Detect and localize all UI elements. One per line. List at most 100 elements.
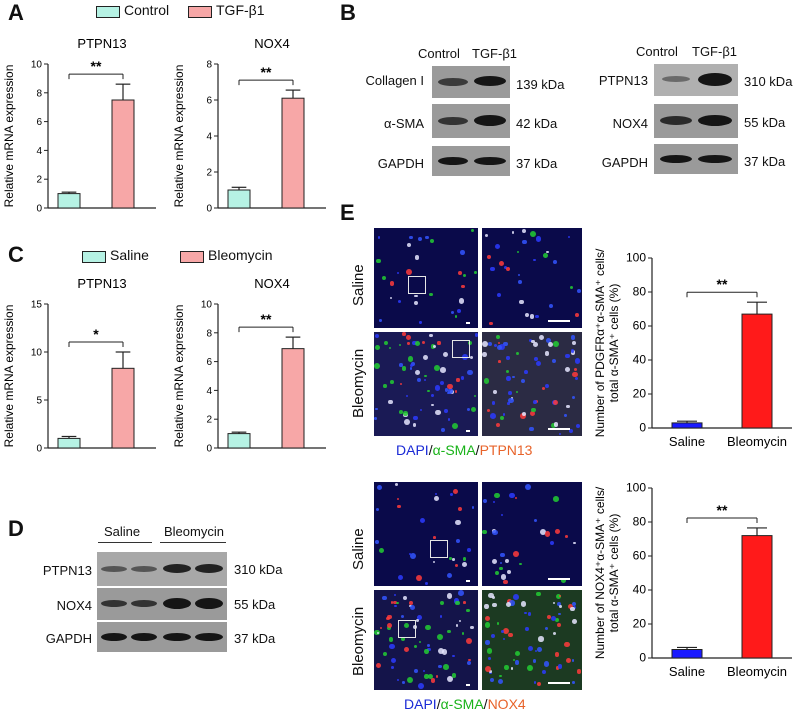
tissue-speck: [555, 618, 560, 623]
significance-label: **: [261, 64, 272, 80]
tissue-speck: [544, 351, 550, 356]
tissue-speck: [499, 561, 503, 565]
blot-d-header-line-saline: [98, 542, 152, 543]
tissue-speck: [545, 383, 549, 388]
micrograph-bleomycin-overview-1: [374, 332, 478, 436]
tissue-speck: [397, 300, 401, 304]
tissue-speck: [531, 408, 536, 413]
tissue-speck: [552, 399, 559, 406]
y-tick-label: 6: [206, 96, 212, 107]
y-tick-label: 0: [36, 444, 42, 455]
row-label-bleomycin-bottom: Bleomycin: [350, 606, 367, 676]
bar: [111, 99, 135, 209]
chart-e-pdgfra: Number of PDGFRα⁺α-SMA⁺ cells/total α-SM…: [593, 248, 792, 449]
y-tick-label: 100: [626, 481, 646, 495]
y-tick-label: 4: [206, 386, 212, 397]
tissue-speck: [375, 540, 379, 545]
tissue-speck: [537, 682, 542, 687]
blot-b-label-gapdh-right: GAPDH: [601, 155, 648, 170]
tissue-speck: [494, 492, 500, 499]
tissue-speck: [533, 399, 538, 404]
band: [163, 633, 191, 641]
tissue-speck: [538, 636, 544, 642]
tissue-speck: [571, 340, 577, 346]
tissue-speck: [508, 391, 512, 395]
tissue-speck: [398, 574, 404, 581]
micrograph-saline-zoom-2: [482, 482, 582, 586]
band: [101, 633, 127, 641]
y-tick-label: 10: [31, 348, 43, 359]
y-tick-label: 15: [31, 300, 43, 311]
tissue-speck: [502, 637, 506, 641]
tissue-speck: [512, 375, 515, 379]
blot-d-kda-gapdh: 37 kDa: [234, 631, 276, 646]
band: [698, 155, 732, 163]
band: [101, 566, 127, 572]
y-tick-label: 10: [201, 300, 213, 311]
blot-b-kda-collagen: 139 kDa: [516, 77, 565, 92]
tissue-speck: [515, 496, 518, 499]
tissue-speck: [403, 411, 409, 416]
tissue-speck: [484, 666, 491, 673]
tissue-speck: [396, 271, 400, 275]
tissue-speck: [496, 292, 502, 298]
tissue-speck: [558, 594, 562, 598]
tissue-speck: [458, 507, 463, 512]
tissue-speck: [389, 297, 392, 300]
y-axis-label: total α-SMA⁺ cells (%): [607, 514, 621, 633]
micrograph-saline-zoom-1: [482, 228, 582, 328]
panel-label-a: A: [8, 0, 24, 25]
tissue-speck: [557, 601, 562, 607]
tissue-speck: [565, 657, 572, 664]
tissue-speck: [550, 422, 556, 428]
legend-label-bleomycin: Bleomycin: [208, 247, 273, 263]
tissue-speck: [519, 562, 522, 566]
inset-box: [452, 340, 470, 358]
tissue-speck: [484, 378, 490, 384]
tissue-speck: [490, 266, 495, 271]
micrograph-bleomycin-overview-2: [374, 590, 478, 690]
tissue-speck: [533, 258, 537, 262]
tissue-speck: [534, 357, 538, 361]
stain-sma: α-SMA: [440, 696, 484, 712]
bar: [57, 437, 81, 449]
tissue-speck: [575, 376, 579, 380]
tissue-speck: [429, 333, 433, 338]
tissue-speck: [439, 600, 445, 606]
tissue-speck: [470, 228, 474, 232]
blot-d-ptpn13: [97, 552, 227, 586]
tissue-speck: [438, 664, 442, 669]
panel-label-e: E: [340, 200, 355, 225]
blot-d-kda-ptpn13: 310 kDa: [234, 562, 283, 577]
tissue-speck: [382, 595, 388, 601]
tissue-speck: [487, 657, 491, 661]
tissue-speck: [468, 658, 472, 662]
tissue-speck: [396, 497, 399, 500]
significance-label: **: [717, 276, 728, 292]
tissue-speck: [487, 592, 494, 599]
tissue-speck: [410, 361, 416, 367]
tissue-speck: [424, 235, 429, 240]
tissue-speck: [484, 233, 488, 238]
x-tick-label: Bleomycin: [727, 434, 787, 449]
bar: [281, 348, 305, 449]
blot-b-kda-sma: 42 kDa: [516, 116, 558, 131]
tissue-speck: [541, 669, 547, 675]
tissue-speck: [379, 319, 382, 323]
tissue-speck: [547, 341, 553, 347]
blot-d-label-ptpn13: PTPN13: [42, 563, 92, 578]
tissue-speck: [566, 404, 570, 409]
tissue-speck: [484, 604, 489, 609]
tissue-speck: [408, 552, 411, 556]
tissue-speck: [564, 641, 570, 648]
stain-ptpn13: PTPN13: [479, 442, 533, 458]
tissue-speck: [557, 663, 563, 669]
band: [195, 598, 223, 609]
tissue-speck: [452, 558, 455, 562]
blot-b-kda-gapdh: 37 kDa: [516, 156, 558, 171]
tissue-speck: [504, 665, 509, 670]
y-tick-label: 0: [639, 651, 646, 665]
tissue-speck: [495, 334, 501, 340]
tissue-speck: [407, 356, 414, 362]
tissue-speck: [576, 669, 582, 674]
